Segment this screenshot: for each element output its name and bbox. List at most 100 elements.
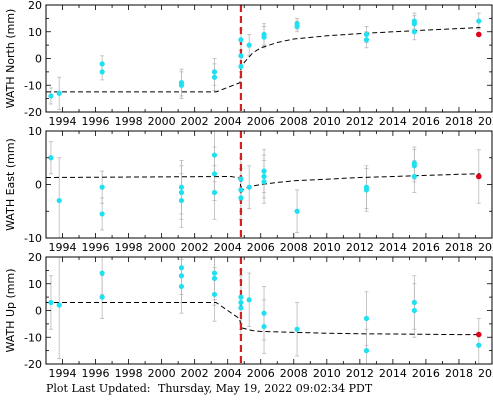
panel-1-x-tick-label: 1998: [115, 115, 143, 128]
panel-1-data-point: [261, 31, 267, 38]
panel-2-x-tick-label: 2016: [412, 241, 440, 254]
panel-1-x-tick-label: 1994: [49, 115, 77, 128]
panel-3-data-point: [261, 323, 267, 330]
panel-3-data-point: [411, 299, 417, 306]
panel-3-data-point: [99, 294, 105, 300]
panel-3-model-line: [46, 302, 481, 336]
panel-3-y-axis-label: WATH Up (mm): [4, 269, 17, 353]
panel-2-data-point: [211, 189, 218, 196]
panel-3-x-tick-label: 2020: [478, 367, 493, 380]
panel-2-data-point: [178, 189, 185, 196]
panel-2-x-tick-label: 2010: [313, 241, 341, 254]
panel-1-data-point: [178, 82, 185, 88]
panel-3-data-point: [476, 342, 482, 348]
panel-3-data-point: [178, 283, 185, 290]
panel-2-data-point: [411, 173, 417, 180]
panel-1-x-tick-label: 2018: [445, 115, 473, 128]
panel-2-x-tick-label: 2000: [148, 241, 176, 254]
panel-1-x-tick-label: 2012: [346, 115, 374, 128]
panel-3-x-tick-label: 2004: [214, 367, 242, 380]
panel-1-y-tick-label: -20: [24, 106, 42, 119]
panel-2-data-point: [178, 197, 185, 204]
panel-3-data-point: [261, 310, 267, 316]
panel-1-data-point: [363, 37, 370, 43]
panel-1-x-tick-label: 2002: [181, 115, 209, 128]
panel-2-data-point: [48, 155, 54, 161]
panel-3-x-tick-label: 2012: [346, 367, 374, 380]
panel-3-x-tick-label: 2002: [181, 367, 209, 380]
panel-3-data-point: [178, 273, 185, 279]
panel-2-x-tick-label: 2018: [445, 241, 473, 254]
panel-2-data-point: [261, 179, 267, 185]
panel-2-latest-point: [475, 173, 482, 180]
panel-3-x-tick-label: 2006: [247, 367, 275, 380]
panel-1-data-point: [238, 53, 244, 59]
panel-2-x-tick-label: 2020: [478, 241, 493, 254]
panel-3-y-tick-label: 10: [28, 278, 42, 291]
panel-3-latest-point: [475, 331, 482, 338]
footer-timestamp: Thursday, May 19, 2022 09:02:34 PDT: [157, 382, 373, 395]
panel-3-data-point: [294, 326, 300, 332]
panel-3-data-point: [48, 299, 54, 306]
panel-2-x-tick-label: 1998: [115, 241, 143, 254]
panel-3-x-tick-label: 2014: [379, 367, 407, 380]
panel-1-x-tick-label: 2008: [280, 115, 308, 128]
panel-3-y-tick-label: 0: [35, 305, 42, 318]
panel-1-data-point: [48, 93, 54, 99]
panel-2-y-tick-label: 0: [35, 179, 42, 192]
panel-1-data-point: [211, 69, 218, 75]
panel-1-frame: [45, 4, 493, 113]
panel-2-frame: [45, 130, 493, 239]
panel-2-x-tick-label: 2014: [379, 241, 407, 254]
panel-2-x-tick-label: 1994: [49, 241, 77, 254]
panel-3-data-point: [363, 348, 370, 354]
panel-3-data-point: [246, 297, 252, 303]
plot-updated-footer: Plot Last Updated: Thursday, May 19, 202…: [46, 382, 372, 395]
footer-label: Plot Last Updated:: [46, 382, 151, 395]
panel-1-data-point: [363, 31, 370, 38]
panel-2-y-axis-label: WATH East (mm): [4, 138, 17, 231]
panel-1-x-tick-label: 2014: [379, 115, 407, 128]
panel-1-y-axis-label: WATH North (mm): [4, 9, 17, 109]
panel-1-y-tick-label: -10: [24, 79, 42, 92]
panel-3-frame: [45, 256, 493, 365]
panel-3-x-tick-label: 2000: [148, 367, 176, 380]
panel-3-data-point: [238, 299, 244, 306]
panel-2-x-tick-label: 1996: [82, 241, 110, 254]
panel-1-y-tick-label: 10: [28, 26, 42, 39]
panel-2-data-point: [411, 163, 417, 169]
panel-2-data-point: [238, 176, 244, 182]
panel-2-y-tick-label: -10: [24, 232, 42, 245]
panel-2-x-tick-label: 2004: [214, 241, 242, 254]
panel-3-x-tick-label: 1994: [49, 367, 77, 380]
panel-1-y-tick-label: 20: [28, 0, 42, 12]
panel-1-data-point: [211, 74, 218, 80]
panel-3-data-point: [363, 315, 370, 322]
panel-1-data-point: [99, 69, 105, 75]
panel-3-data-point: [211, 291, 218, 298]
panel-2-data-point: [246, 184, 252, 190]
panel-2-x-tick-label: 2006: [247, 241, 275, 254]
panel-1-y-tick-label: 0: [35, 53, 42, 66]
panel-2-x-tick-label: 2002: [181, 241, 209, 254]
panel-1-x-tick-label: 2004: [214, 115, 242, 128]
panel-3-x-tick-label: 2016: [412, 367, 440, 380]
panel-1-data-point: [411, 29, 417, 35]
panel-2-y-tick-label: 10: [28, 125, 42, 138]
panel-2-data-point: [99, 211, 105, 217]
panel-3-data-point: [238, 305, 244, 311]
panel-3-data-point: [411, 307, 417, 314]
panel-3-y-tick-label: -10: [24, 331, 42, 344]
panel-1-data-point: [238, 63, 244, 70]
panel-3-data-point: [211, 270, 218, 276]
panel-2-data-point: [99, 184, 105, 190]
panel-3-y-tick-label: -20: [24, 358, 42, 371]
panel-2-data-point: [261, 168, 267, 174]
panel-3-data-point: [178, 265, 185, 271]
panel-1-x-tick-label: 2016: [412, 115, 440, 128]
panel-1-latest-point: [475, 31, 482, 38]
panel-2-x-tick-label: 2012: [346, 241, 374, 254]
panel-1-x-tick-label: 1996: [82, 115, 110, 128]
